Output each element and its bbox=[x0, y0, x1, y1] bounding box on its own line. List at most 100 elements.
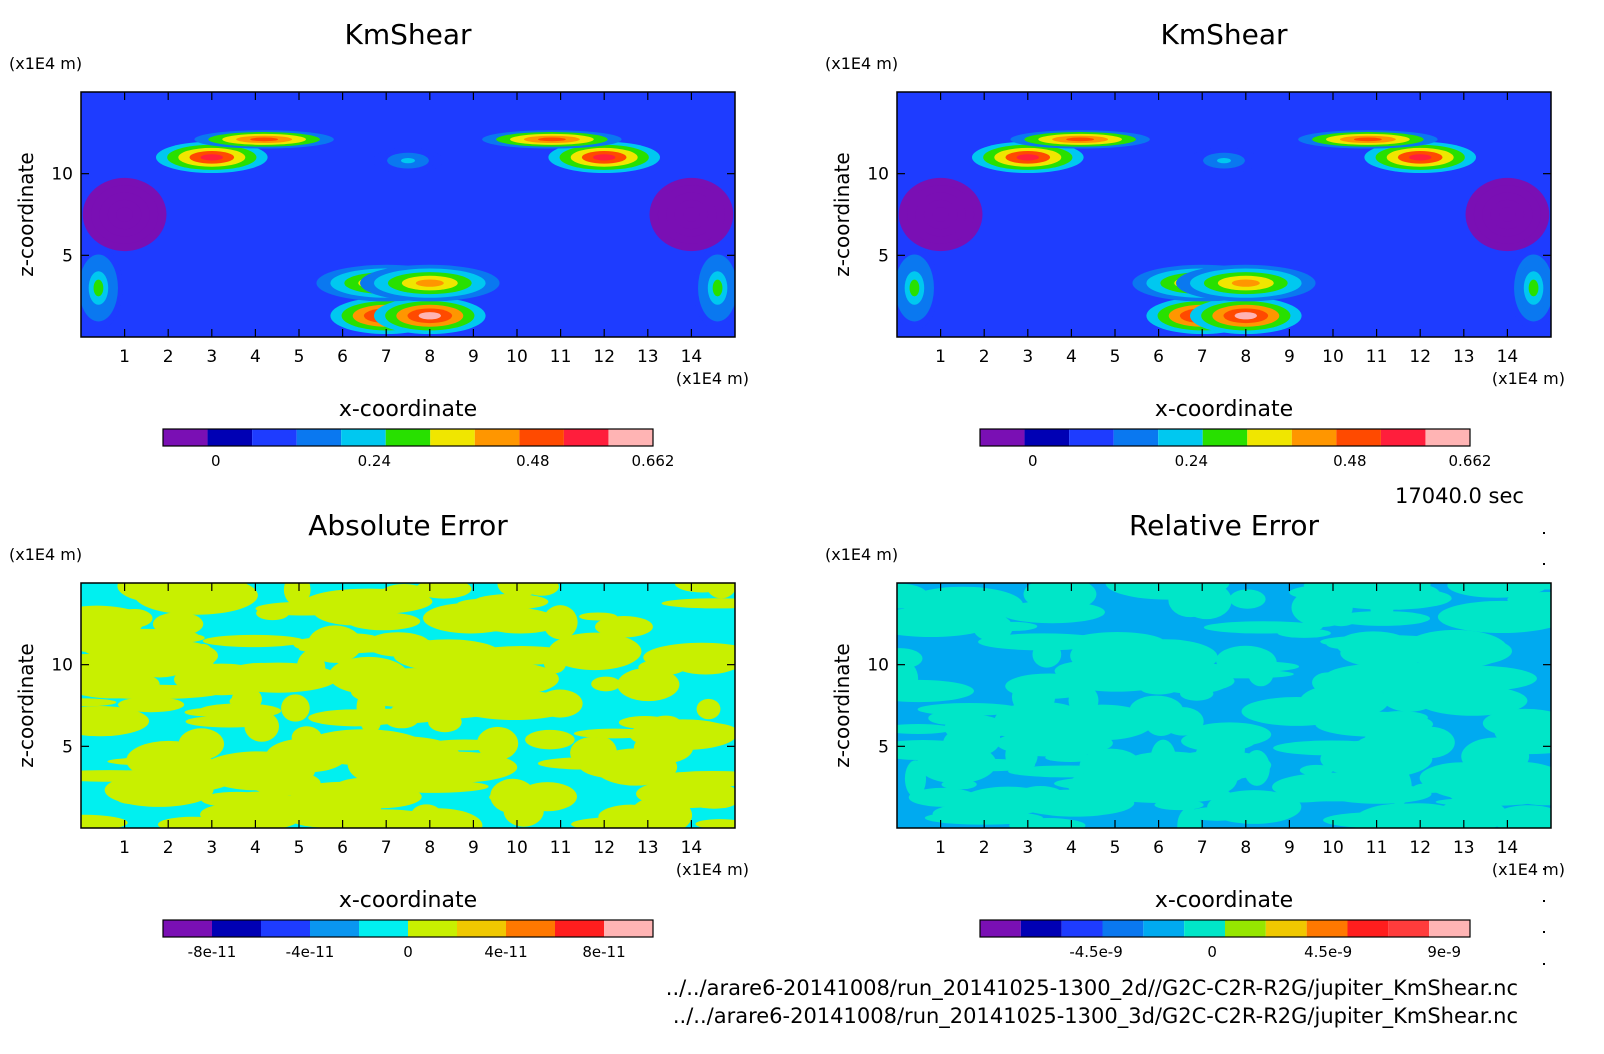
error-patch bbox=[695, 819, 735, 828]
decorative-dot bbox=[1543, 931, 1545, 933]
contour-blob bbox=[415, 279, 444, 287]
error-patch bbox=[393, 639, 503, 672]
x-tick-label: 10 bbox=[506, 347, 528, 367]
error-patch bbox=[434, 606, 555, 632]
contour-blob bbox=[712, 279, 723, 297]
contour-blob bbox=[1217, 157, 1231, 164]
x-unit-label: (x1E4 m) bbox=[676, 369, 749, 388]
contour-blob bbox=[932, 207, 949, 222]
y-axis-label: z-coordinate bbox=[830, 152, 854, 276]
x-tick-label: 8 bbox=[1240, 347, 1251, 367]
colorbar-tick-label: 4.5e-9 bbox=[1304, 943, 1352, 961]
error-patch bbox=[525, 729, 575, 750]
error-patch bbox=[537, 757, 634, 770]
y-unit-label: (x1E4 m) bbox=[825, 54, 898, 73]
colorbar-segment bbox=[1429, 920, 1470, 937]
error-patch bbox=[1054, 660, 1122, 682]
error-patch bbox=[1229, 589, 1266, 609]
contour-blob bbox=[1234, 312, 1257, 320]
colorbar-tick-label: 0 bbox=[1207, 943, 1217, 961]
y-tick-label: 10 bbox=[867, 656, 889, 676]
error-patch bbox=[1069, 632, 1166, 655]
colorbar-tick-label: 0 bbox=[1028, 452, 1038, 470]
colorbar-tick-label: 0.662 bbox=[1449, 452, 1492, 470]
colorbar-tick-label: 8e-11 bbox=[582, 943, 625, 961]
decorative-dot bbox=[1543, 868, 1545, 870]
error-patch bbox=[1299, 684, 1389, 719]
x-tick-label: 7 bbox=[381, 838, 392, 858]
data-field bbox=[897, 92, 1551, 337]
colorbar-segment bbox=[474, 429, 520, 446]
error-patch bbox=[941, 779, 977, 790]
x-axis-label: x-coordinate bbox=[339, 397, 477, 422]
error-patch bbox=[897, 583, 929, 609]
contour-blob bbox=[1353, 137, 1382, 142]
colorbar-segment bbox=[207, 429, 253, 446]
x-tick-label: 9 bbox=[1284, 838, 1295, 858]
y-tick-label: 10 bbox=[867, 165, 889, 185]
y-tick-label: 10 bbox=[51, 656, 73, 676]
colorbar-segment bbox=[980, 920, 1021, 937]
error-patch bbox=[298, 645, 384, 654]
y-tick-label: 5 bbox=[62, 246, 73, 266]
error-patch bbox=[1056, 720, 1113, 748]
x-tick-label: 3 bbox=[206, 347, 217, 367]
colorbar-segment bbox=[1380, 429, 1426, 446]
contour-blob bbox=[909, 279, 920, 297]
error-patch bbox=[1011, 677, 1056, 717]
file-path-3d: ../../arare6-20141008/run_20141025-1300_… bbox=[672, 1004, 1518, 1028]
plot-frame bbox=[896, 91, 1552, 338]
x-tick-label: 5 bbox=[294, 347, 305, 367]
colorbar-segment bbox=[519, 429, 564, 446]
colorbar-segment bbox=[563, 429, 609, 446]
x-tick-label: 5 bbox=[1110, 838, 1121, 858]
colorbar-segment bbox=[252, 429, 297, 446]
plot-frame bbox=[80, 582, 736, 829]
contour-blob bbox=[1016, 154, 1039, 161]
error-patch bbox=[81, 814, 128, 828]
x-tick-label: 9 bbox=[1284, 347, 1295, 367]
error-patch bbox=[90, 628, 199, 642]
x-tick-label: 11 bbox=[550, 838, 572, 858]
colorbar-frame bbox=[979, 919, 1471, 938]
error-patch bbox=[706, 583, 735, 599]
colorbar-tick-label: 0.24 bbox=[358, 452, 391, 470]
colorbar-segment bbox=[1347, 920, 1389, 937]
colorbar-frame bbox=[162, 428, 654, 447]
error-patch bbox=[1459, 761, 1551, 800]
x-tick-label: 4 bbox=[250, 347, 261, 367]
time-label: 17040.0 sec bbox=[1395, 484, 1524, 508]
contour-blob bbox=[418, 312, 441, 320]
colorbar-tick-label: -8e-11 bbox=[188, 943, 237, 961]
error-patch bbox=[1097, 655, 1188, 685]
error-patch bbox=[198, 703, 282, 719]
chart-title: Absolute Error bbox=[308, 509, 508, 542]
x-tick-label: 11 bbox=[1366, 838, 1388, 858]
data-field bbox=[81, 92, 735, 337]
x-axis-label: x-coordinate bbox=[1155, 888, 1293, 913]
x-tick-label: 13 bbox=[637, 838, 659, 858]
x-tick-label: 6 bbox=[337, 838, 348, 858]
x-unit-label: (x1E4 m) bbox=[1492, 860, 1565, 879]
error-patch bbox=[313, 596, 397, 626]
contour-blob bbox=[1499, 207, 1516, 222]
chart-panel: Absolute Error(x1E4 m)1 2 3 4 5 6 7 8 9 10 11 12 13 1… bbox=[9, 509, 749, 961]
colorbar-frame bbox=[162, 919, 654, 938]
error-patch bbox=[81, 657, 140, 677]
error-patch bbox=[360, 668, 469, 701]
colorbar-segment bbox=[457, 920, 506, 937]
colorbar-segment bbox=[212, 920, 261, 937]
x-tick-label: 11 bbox=[550, 347, 572, 367]
x-tick-label: 7 bbox=[381, 347, 392, 367]
x-tick-label: 5 bbox=[1110, 347, 1121, 367]
colorbar-tick-label: 0.662 bbox=[632, 452, 675, 470]
error-patch bbox=[391, 699, 496, 719]
x-tick-label: 1 bbox=[935, 838, 946, 858]
x-tick-label: 6 bbox=[1153, 347, 1164, 367]
error-patch bbox=[1203, 621, 1323, 634]
colorbar-tick-label: 0 bbox=[403, 943, 413, 961]
colorbar-segment bbox=[1388, 920, 1430, 937]
x-tick-label: 13 bbox=[1453, 347, 1475, 367]
x-tick-label: 7 bbox=[1197, 838, 1208, 858]
error-patch bbox=[1299, 764, 1333, 776]
